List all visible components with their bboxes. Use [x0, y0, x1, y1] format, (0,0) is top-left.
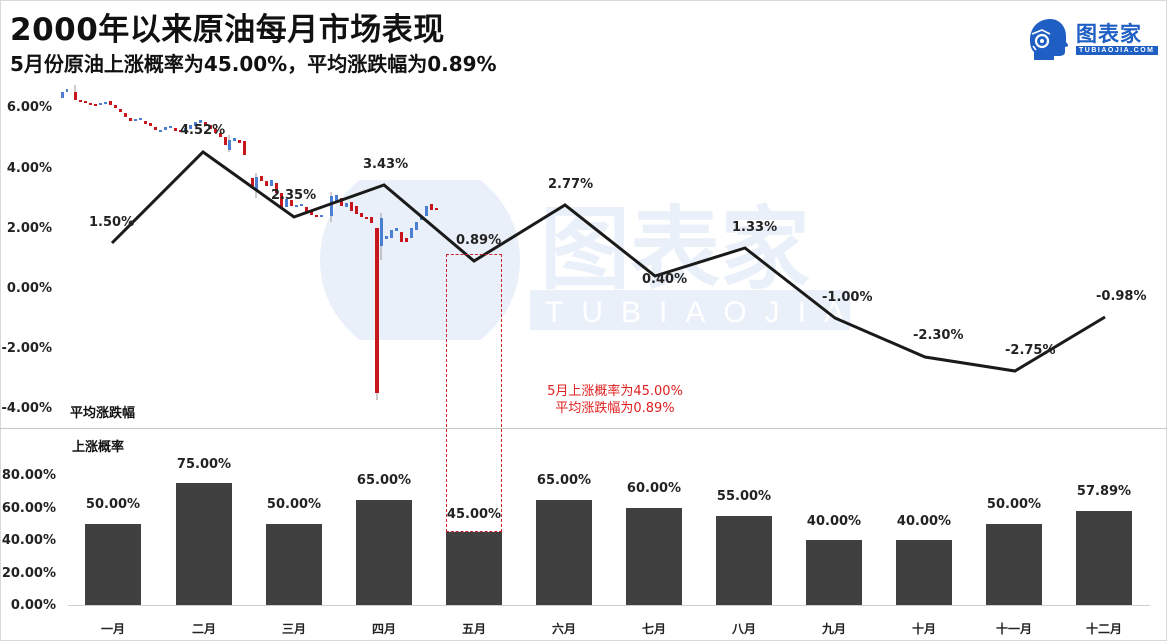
bar-nov [986, 524, 1042, 605]
x-axis-baseline [68, 605, 1150, 606]
x-tick-month: 十二月 [1085, 622, 1122, 636]
y-tick: 0.00% [10, 598, 56, 613]
x-tick-month: 八月 [731, 622, 756, 636]
line-point-label: 1.33% [732, 220, 778, 235]
x-tick-month: 二月 [191, 622, 216, 636]
y-tick: 6.00% [6, 100, 52, 115]
line-point-label: -2.30% [913, 328, 964, 343]
chart-subtitle: 5月份原油上涨概率为45.00%，平均涨跌幅为0.89% [10, 52, 497, 76]
x-tick-month: 十月 [911, 622, 936, 636]
bar-value-label: 50.00% [266, 497, 322, 512]
line-point-label: 0.89% [456, 233, 502, 248]
y-tick: 0.00% [6, 281, 52, 296]
line-point-label: 0.40% [642, 272, 688, 287]
x-tick-month: 十一月 [995, 622, 1032, 636]
line-point-label: 4.52% [180, 123, 226, 138]
may-highlight-box [446, 254, 502, 532]
x-tick-month: 六月 [551, 622, 576, 636]
annotation-line-1: 5月上涨概率为45.00% [547, 384, 683, 399]
bar-dec [1076, 511, 1132, 605]
annotation-line-2: 平均涨跌幅为0.89% [555, 401, 675, 416]
robot-head-icon [1030, 19, 1068, 60]
y-tick: 2.00% [6, 221, 52, 236]
logo-subtext: TUBIAOJIA.COM [1076, 46, 1158, 55]
y-tick: 80.00% [1, 468, 56, 483]
y-tick: 20.00% [1, 566, 56, 581]
bar-aug [716, 516, 772, 605]
line-point-label: 1.50% [89, 215, 135, 230]
x-tick-month: 七月 [641, 622, 666, 636]
bar-value-label: 65.00% [356, 473, 412, 488]
bar-apr [356, 500, 412, 605]
x-tick-month: 五月 [461, 622, 486, 636]
bar-oct [896, 540, 952, 605]
bar-value-label: 55.00% [716, 489, 772, 504]
chart-title: 2000年以来原油每月市场表现 [10, 12, 445, 48]
brand-logo: 图表家 TUBIAOJIA.COM [1024, 16, 1158, 60]
bar-jun [536, 500, 592, 605]
logo-text: 图表家 [1076, 22, 1142, 46]
x-tick-month: 九月 [821, 622, 846, 636]
line-point-label: -1.00% [822, 290, 873, 305]
line-point-label: 2.35% [271, 188, 317, 203]
bar-value-label: 45.00% [446, 507, 502, 522]
y-tick: 40.00% [1, 533, 56, 548]
y-tick: -4.00% [1, 401, 53, 416]
bar-sep [806, 540, 862, 605]
bar-may [446, 532, 502, 605]
bar-value-label: 75.00% [176, 457, 232, 472]
bar-value-label: 40.00% [806, 514, 862, 529]
bar-mar [266, 524, 322, 605]
bottom-panel-label: 上涨概率 [72, 440, 125, 455]
y-tick: 60.00% [1, 501, 56, 516]
line-point-label: -0.98% [1096, 289, 1147, 304]
bar-value-label: 57.89% [1076, 484, 1132, 499]
bar-value-label: 40.00% [896, 514, 952, 529]
panel-separator [0, 428, 1167, 429]
line-point-label: -2.75% [1005, 343, 1056, 358]
bar-value-label: 65.00% [536, 473, 592, 488]
x-tick-month: 四月 [371, 622, 396, 636]
bar-value-label: 60.00% [626, 481, 682, 496]
bar-feb [176, 483, 232, 605]
bar-jul [626, 508, 682, 605]
line-point-label: 2.77% [548, 177, 594, 192]
bar-value-label: 50.00% [85, 497, 141, 512]
may-annotation: 5月上涨概率为45.00% 平均涨跌幅为0.89% [520, 383, 710, 417]
candlestick-background [61, 85, 438, 400]
bar-jan [85, 524, 141, 605]
y-tick: 4.00% [6, 161, 52, 176]
avg-change-line [110, 150, 1106, 373]
x-tick-month: 三月 [281, 622, 306, 636]
top-panel-label: 平均涨跌幅 [70, 406, 136, 421]
line-point-label: 3.43% [363, 157, 409, 172]
x-tick-month: 一月 [100, 622, 125, 636]
y-tick: -2.00% [1, 341, 53, 356]
bar-value-label: 50.00% [986, 497, 1042, 512]
